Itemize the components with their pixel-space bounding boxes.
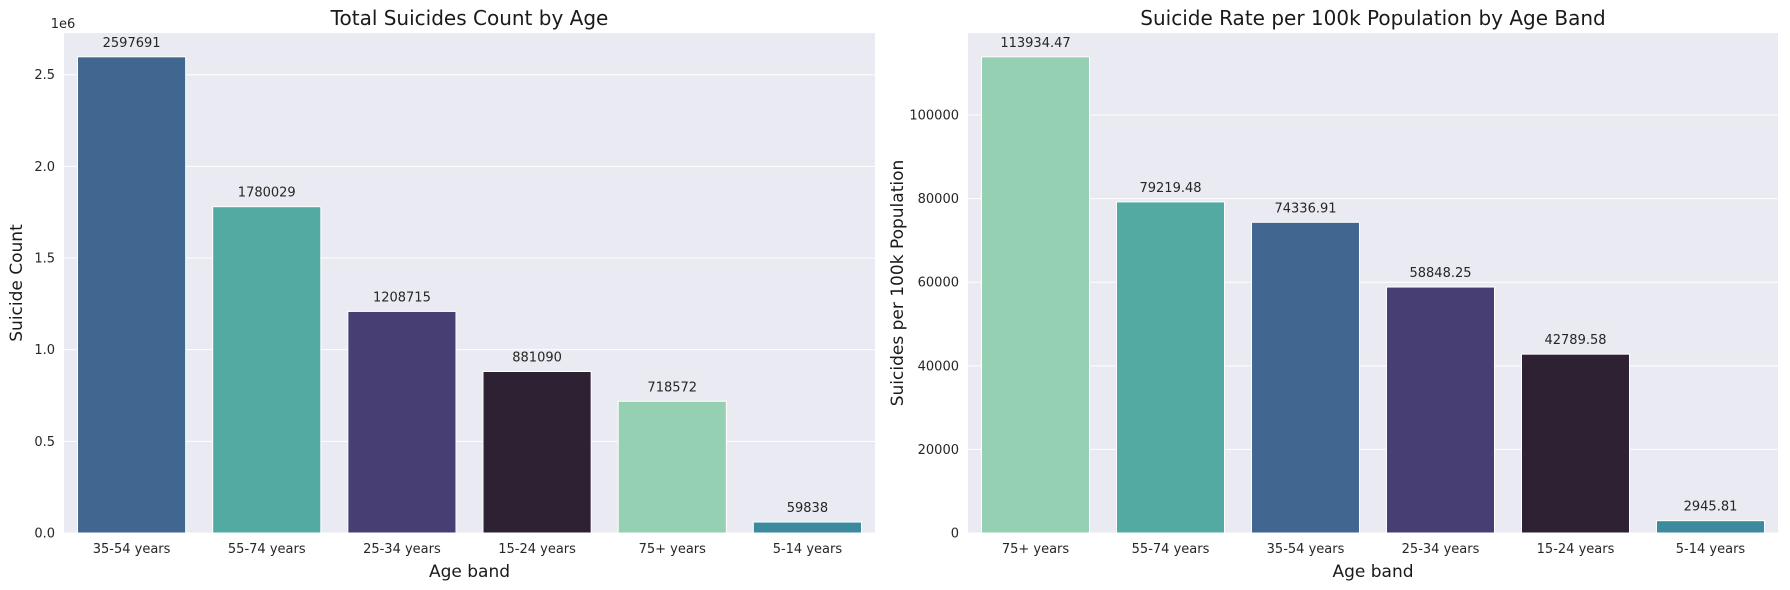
y-tick-label: 60000	[918, 276, 959, 291]
bar-value-label: 79219.48	[1139, 181, 1201, 196]
bar-15-24-years	[482, 370, 592, 534]
bar-value-label: 59838	[787, 501, 828, 516]
x-tick-label: 25-34 years	[1402, 542, 1480, 557]
bar-15-24-years	[1521, 353, 1630, 534]
x-tick-label: 55-74 years	[228, 542, 306, 557]
x-tick-label: 75+ years	[1002, 542, 1070, 557]
y-axis-label: Suicide Count	[7, 224, 27, 342]
x-tick-label: 5-14 years	[773, 542, 843, 557]
bar-5-14-years	[1656, 520, 1765, 534]
bar-55-74-years	[212, 206, 322, 534]
x-tick-label: 35-54 years	[1267, 542, 1345, 557]
y-tick-label: 2.5	[34, 68, 55, 83]
bar-value-label: 1208715	[373, 290, 431, 305]
bar-25-34-years	[1386, 286, 1495, 534]
y-tick-label: 40000	[918, 359, 959, 374]
y-tick-label: 100000	[909, 109, 959, 124]
y-offset-label: 1e6	[51, 17, 76, 32]
bar-value-label: 58848.25	[1409, 266, 1471, 281]
bar-value-label: 42789.58	[1544, 333, 1606, 348]
bar-25-34-years	[347, 310, 457, 534]
x-tick-label: 15-24 years	[498, 542, 576, 557]
bar-5-14-years	[752, 521, 862, 534]
bar-value-label: 2597691	[103, 36, 161, 51]
x-axis-label: Age band	[429, 562, 510, 582]
y-tick-label: 0.5	[34, 435, 55, 450]
y-tick-label: 80000	[918, 192, 959, 207]
x-tick-label: 5-14 years	[1676, 542, 1746, 557]
x-tick-label: 15-24 years	[1537, 542, 1615, 557]
y-tick-label: 1.5	[34, 252, 55, 267]
bar-value-label: 1780029	[238, 186, 296, 201]
y-tick-label: 2.0	[34, 160, 55, 175]
y-tick-label: 1.0	[34, 343, 55, 358]
x-axis-label: Age band	[1332, 562, 1413, 582]
x-tick-label: 25-34 years	[363, 542, 441, 557]
x-tick-label: 35-54 years	[93, 542, 171, 557]
bar-75-years	[617, 400, 727, 534]
bar-value-label: 113934.47	[1000, 36, 1070, 51]
bar-value-label: 2945.81	[1684, 500, 1738, 515]
y-tick-label: 0	[951, 527, 959, 542]
bar-value-label: 718572	[647, 380, 697, 395]
plot-area-1	[64, 33, 875, 533]
bar-55-74-years	[1116, 201, 1225, 534]
bar-35-54-years	[77, 56, 187, 534]
y-axis-label: Suicides per 100k Population	[888, 160, 908, 407]
bar-value-label: 74336.91	[1274, 201, 1336, 216]
y-tick-label: 20000	[918, 443, 959, 458]
bar-value-label: 881090	[512, 350, 562, 365]
chart-title: Total Suicides Count by Age	[330, 6, 609, 30]
y-tick-label: 0.0	[34, 527, 55, 542]
chart-title: Suicide Rate per 100k Population by Age …	[1140, 6, 1605, 30]
bar-35-54-years	[1251, 221, 1360, 534]
x-tick-label: 55-74 years	[1132, 542, 1210, 557]
x-tick-label: 75+ years	[639, 542, 707, 557]
bar-75-years	[981, 56, 1090, 534]
